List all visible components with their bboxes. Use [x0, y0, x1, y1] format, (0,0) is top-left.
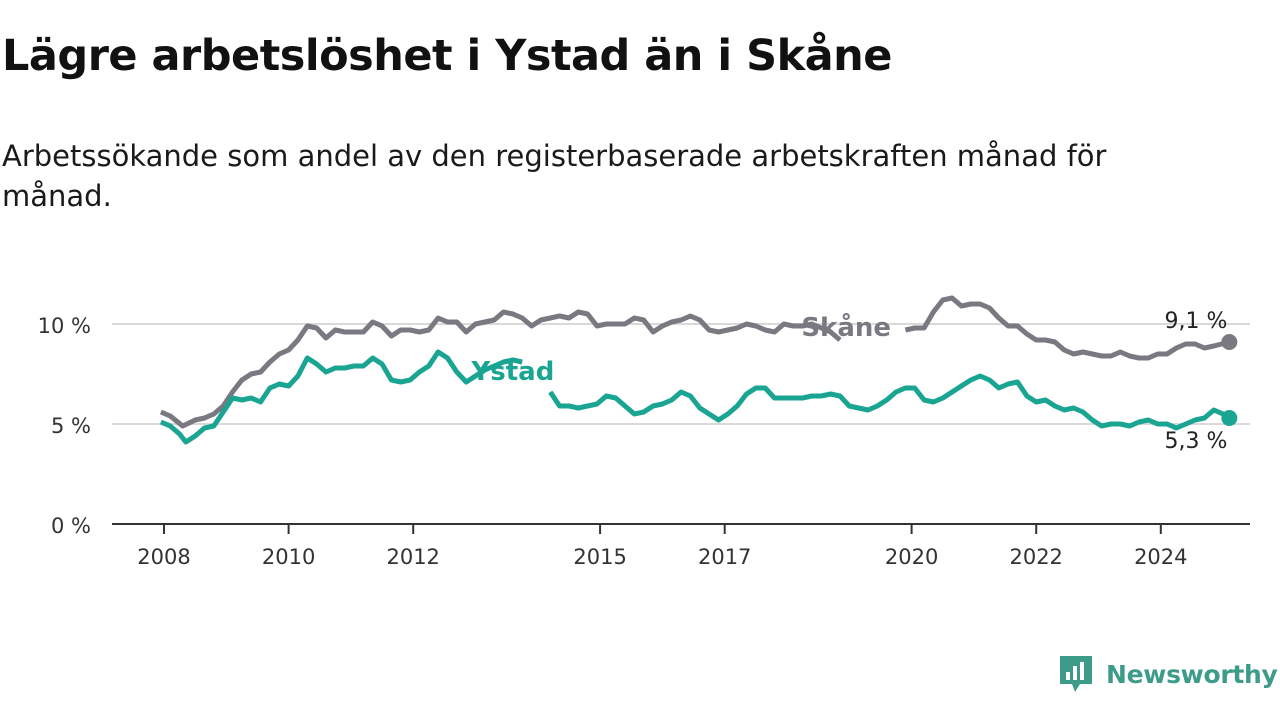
gridlines [112, 323, 1250, 425]
series-line-ystad-1 [159, 349, 523, 445]
end-value-label-skne: 9,1 % [1165, 309, 1228, 334]
newsworthy-logo-icon [1060, 656, 1092, 692]
x-tick-label: 2022 [1009, 545, 1062, 569]
end-value-label-ystad: 5,3 % [1165, 429, 1228, 454]
x-tick-label: 2020 [885, 545, 938, 569]
axes: 0 % 5 % 10 % 2008 2010 2012 2015 2017 2020 2022 20… [38, 314, 1250, 569]
series-line-ystad-2 [548, 373, 1231, 431]
endpoint-dot-skne [1221, 334, 1238, 350]
x-tick-label: 2008 [137, 545, 190, 569]
chart-subtitle: Arbetssökande som andel av den registerb… [2, 139, 1107, 213]
y-tick-label: 0 % [51, 514, 91, 538]
series-line-skne-1 [159, 309, 842, 429]
x-tick-label: 2012 [386, 545, 439, 569]
series-label-ystad: Ystad [470, 357, 554, 387]
x-tick-label: 2024 [1134, 545, 1187, 569]
series-label-skne: Skåne [801, 311, 891, 343]
series-line-skne-2 [904, 295, 1230, 361]
newsworthy-brand[interactable]: Newsworthy [1058, 654, 1278, 694]
chart-title: Lägre arbetslöshet i Ystad än i Skåne [2, 31, 892, 81]
x-tick-label: 2017 [698, 545, 751, 569]
x-tick-label: 2010 [262, 545, 315, 569]
brand-name: Newsworthy [1106, 659, 1278, 689]
x-tick-label: 2015 [573, 545, 626, 569]
y-tick-label: 5 % [51, 414, 91, 438]
series-labels: Skåne 9,1 % Ystad 5,3 % [470, 309, 1227, 454]
series-lines [159, 295, 1238, 445]
y-tick-label: 10 % [38, 314, 91, 338]
endpoint-dot-ystad [1221, 410, 1238, 426]
